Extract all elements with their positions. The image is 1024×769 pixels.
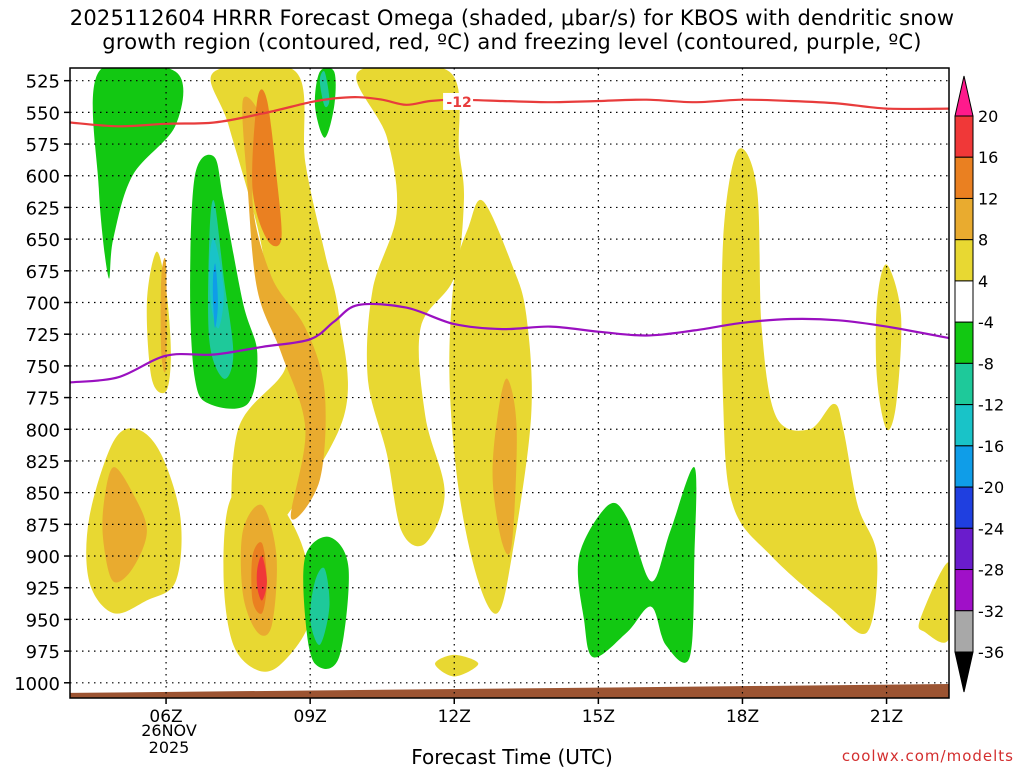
y-tick-label: 925	[26, 579, 60, 600]
colorbar-label: 8	[978, 231, 988, 250]
y-tick-label: 675	[26, 262, 60, 283]
omega-region-17	[256, 555, 267, 601]
colorbar-label: -8	[978, 354, 994, 373]
colorbar-bottom-arrow	[954, 651, 974, 693]
chart-title-line1: 2025112604 HRRR Forecast Omega (shaded, …	[69, 6, 955, 30]
y-tick-label: 575	[26, 135, 60, 156]
y-tick-label: 825	[26, 452, 60, 473]
y-tick-label: 875	[26, 515, 60, 536]
y-tick-label: 650	[26, 230, 60, 251]
colorbar-label: -28	[978, 561, 1004, 580]
date-line2: 2025	[148, 738, 190, 757]
colorbar-box	[954, 527, 974, 571]
y-tick-label: 1000	[14, 674, 60, 695]
contour-label: -12	[446, 95, 471, 111]
omega-region-14	[160, 257, 167, 373]
colorbar-label: -24	[978, 519, 1004, 538]
terrain-strip	[70, 684, 949, 698]
omega-region-2	[449, 199, 532, 614]
x-tick-label: 09Z	[294, 707, 327, 727]
omega-region-24	[310, 567, 330, 645]
y-tick-label: 550	[26, 103, 60, 124]
x-tick-label: 15Z	[582, 707, 615, 727]
colorbar-label: 4	[978, 272, 988, 291]
colorbar-label: 16	[978, 148, 998, 167]
colorbar-box	[954, 197, 974, 241]
date-line1: 26NOV	[141, 721, 197, 740]
date-label: 26NOV 2025	[127, 722, 211, 756]
y-tick-label: 850	[26, 484, 60, 505]
contour-line-0	[70, 96, 949, 128]
y-tick-label: 900	[26, 547, 60, 568]
omega-region-6	[721, 148, 878, 635]
contour-label-bg	[443, 92, 474, 110]
colorbar-label: -36	[978, 643, 1004, 662]
colorbar-box	[954, 445, 974, 488]
omega-region-13	[492, 378, 517, 555]
omega-region-27	[212, 263, 218, 328]
omega-region-1	[356, 68, 465, 547]
colorbar-label: -32	[978, 602, 1004, 621]
y-tick-label: 800	[26, 420, 60, 441]
colorbar-box	[954, 115, 974, 158]
colorbar-label: -20	[978, 478, 1004, 497]
y-tick-label: 750	[26, 357, 60, 378]
omega-region-10	[242, 96, 326, 520]
colorbar-box	[954, 321, 974, 364]
colorbar-box	[954, 362, 974, 406]
colorbar-box	[954, 239, 974, 282]
omega-region-8	[918, 562, 949, 643]
colorbar-label: 20	[978, 107, 998, 126]
y-tick-label: 525	[26, 72, 60, 93]
y-tick-label: 700	[26, 294, 60, 315]
y-tick-label: 775	[26, 389, 60, 410]
colorbar-label: 12	[978, 189, 998, 208]
x-tick-label: 06Z	[149, 707, 182, 727]
colorbar-top-arrow	[954, 75, 974, 117]
colorbar-label: -16	[978, 437, 1004, 456]
colorbar-box	[954, 569, 974, 612]
colorbar-box	[954, 610, 974, 653]
credit-text: coolwx.com/modelts	[841, 747, 1014, 765]
x-tick-label: 21Z	[870, 707, 903, 727]
x-tick-label: 12Z	[438, 707, 471, 727]
colorbar-box	[954, 486, 974, 529]
omega-region-9	[435, 654, 479, 677]
omega-region-18	[92, 68, 184, 279]
colorbar-box	[954, 280, 974, 323]
colorbar-label: -4	[978, 313, 994, 332]
omega-region-22	[577, 467, 697, 663]
x-tick-label: 18Z	[726, 707, 759, 727]
y-tick-label: 975	[26, 642, 60, 663]
x-axis-label: Forecast Time (UTC)	[411, 745, 613, 769]
contour-line-1	[70, 302, 949, 384]
y-tick-label: 725	[26, 325, 60, 346]
plot-frame	[69, 67, 950, 699]
omega-region-25	[319, 70, 330, 108]
omega-region-5	[146, 251, 171, 394]
colorbar-label: -12	[978, 396, 1004, 415]
y-tick-label: 600	[26, 167, 60, 188]
colorbar-box	[954, 156, 974, 199]
omega-region-7	[875, 264, 902, 431]
y-tick-label: 625	[26, 198, 60, 219]
chart-title-line2: growth region (contoured, red, ºC) and f…	[102, 30, 922, 54]
colorbar-box	[954, 404, 974, 447]
y-tick-label: 950	[26, 610, 60, 631]
